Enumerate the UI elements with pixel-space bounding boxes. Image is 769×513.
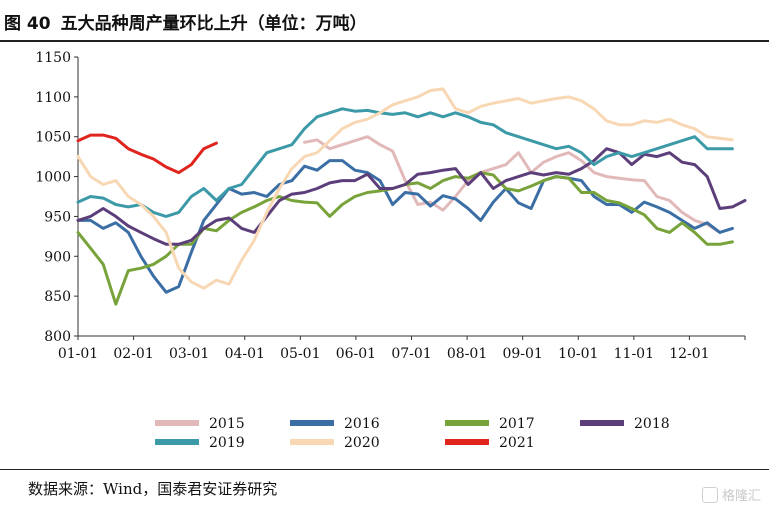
x-tick-label: 06-01 xyxy=(336,346,376,362)
y-tick-label: 900 xyxy=(44,249,71,265)
chart-legend: 2015 2016 2017 2018 2019 2020 2021 xyxy=(155,416,670,451)
x-tick-label: 08-01 xyxy=(447,346,487,362)
legend-item-2019: 2019 xyxy=(155,435,245,451)
x-tick-label: 11-01 xyxy=(614,346,654,362)
figure-number: 图 40 xyxy=(4,13,51,34)
y-tick-label: 950 xyxy=(44,209,71,225)
figure-title-bar: 图 40 五大品种周产量环比上升（单位：万吨） xyxy=(4,6,367,36)
legend-label: 2017 xyxy=(499,416,535,432)
y-tick-label: 1050 xyxy=(35,130,71,146)
series-line-2021 xyxy=(76,133,218,175)
x-tick-label: 09-01 xyxy=(502,346,542,362)
legend-label: 2015 xyxy=(209,416,245,432)
watermark-logo-icon xyxy=(701,486,718,503)
series-line-2019 xyxy=(76,107,734,218)
legend-item-2021: 2021 xyxy=(445,435,535,451)
x-tick-label: 03-01 xyxy=(169,346,209,362)
legend-label: 2020 xyxy=(344,435,380,451)
x-tick-label: 10-01 xyxy=(558,346,598,362)
x-tick-label: 04-01 xyxy=(225,346,265,362)
footer-divider xyxy=(0,469,769,470)
x-tick-label: 01-01 xyxy=(58,346,98,362)
y-tick-label: 1000 xyxy=(35,170,71,186)
title-divider xyxy=(0,40,769,42)
series-layer xyxy=(76,87,747,306)
legend-label: 2019 xyxy=(209,435,245,451)
series-line-2020 xyxy=(76,87,734,290)
x-tick-label: 12-01 xyxy=(669,346,709,362)
series-line-2015 xyxy=(303,135,722,234)
legend-item-2015: 2015 xyxy=(155,416,245,432)
series-line-2016 xyxy=(76,159,734,294)
x-tick-label: 05-01 xyxy=(280,346,320,362)
y-tick-label: 800 xyxy=(44,329,71,345)
source-note: 数据来源：Wind，国泰君安证券研究 xyxy=(28,480,278,498)
chart-axes: 800 850 900 950 1000 1050 1100 1150 01-01 02-01 03… xyxy=(35,50,746,362)
legend-label: 2021 xyxy=(499,435,535,451)
watermark-text: 格隆汇 xyxy=(721,489,761,504)
x-tick-label: 02-01 xyxy=(113,346,153,362)
watermark: 格隆汇 xyxy=(701,485,761,504)
legend-label: 2016 xyxy=(344,416,380,432)
y-tick-label: 850 xyxy=(44,289,71,305)
legend-item-2017: 2017 xyxy=(445,416,535,432)
line-chart: 800 850 900 950 1000 1050 1100 1150 01-01 02-01 03… xyxy=(35,50,747,451)
legend-item-2016: 2016 xyxy=(290,416,380,432)
chart-title: 五大品种周产量环比上升（单位：万吨） xyxy=(60,13,367,34)
y-tick-label: 1150 xyxy=(35,50,71,66)
legend-item-2018: 2018 xyxy=(580,416,670,432)
legend-label: 2018 xyxy=(634,416,670,432)
x-tick-label: 07-01 xyxy=(391,346,431,362)
y-tick-label: 1100 xyxy=(35,90,71,106)
series-line-2018 xyxy=(76,147,747,246)
legend-item-2020: 2020 xyxy=(290,435,380,451)
